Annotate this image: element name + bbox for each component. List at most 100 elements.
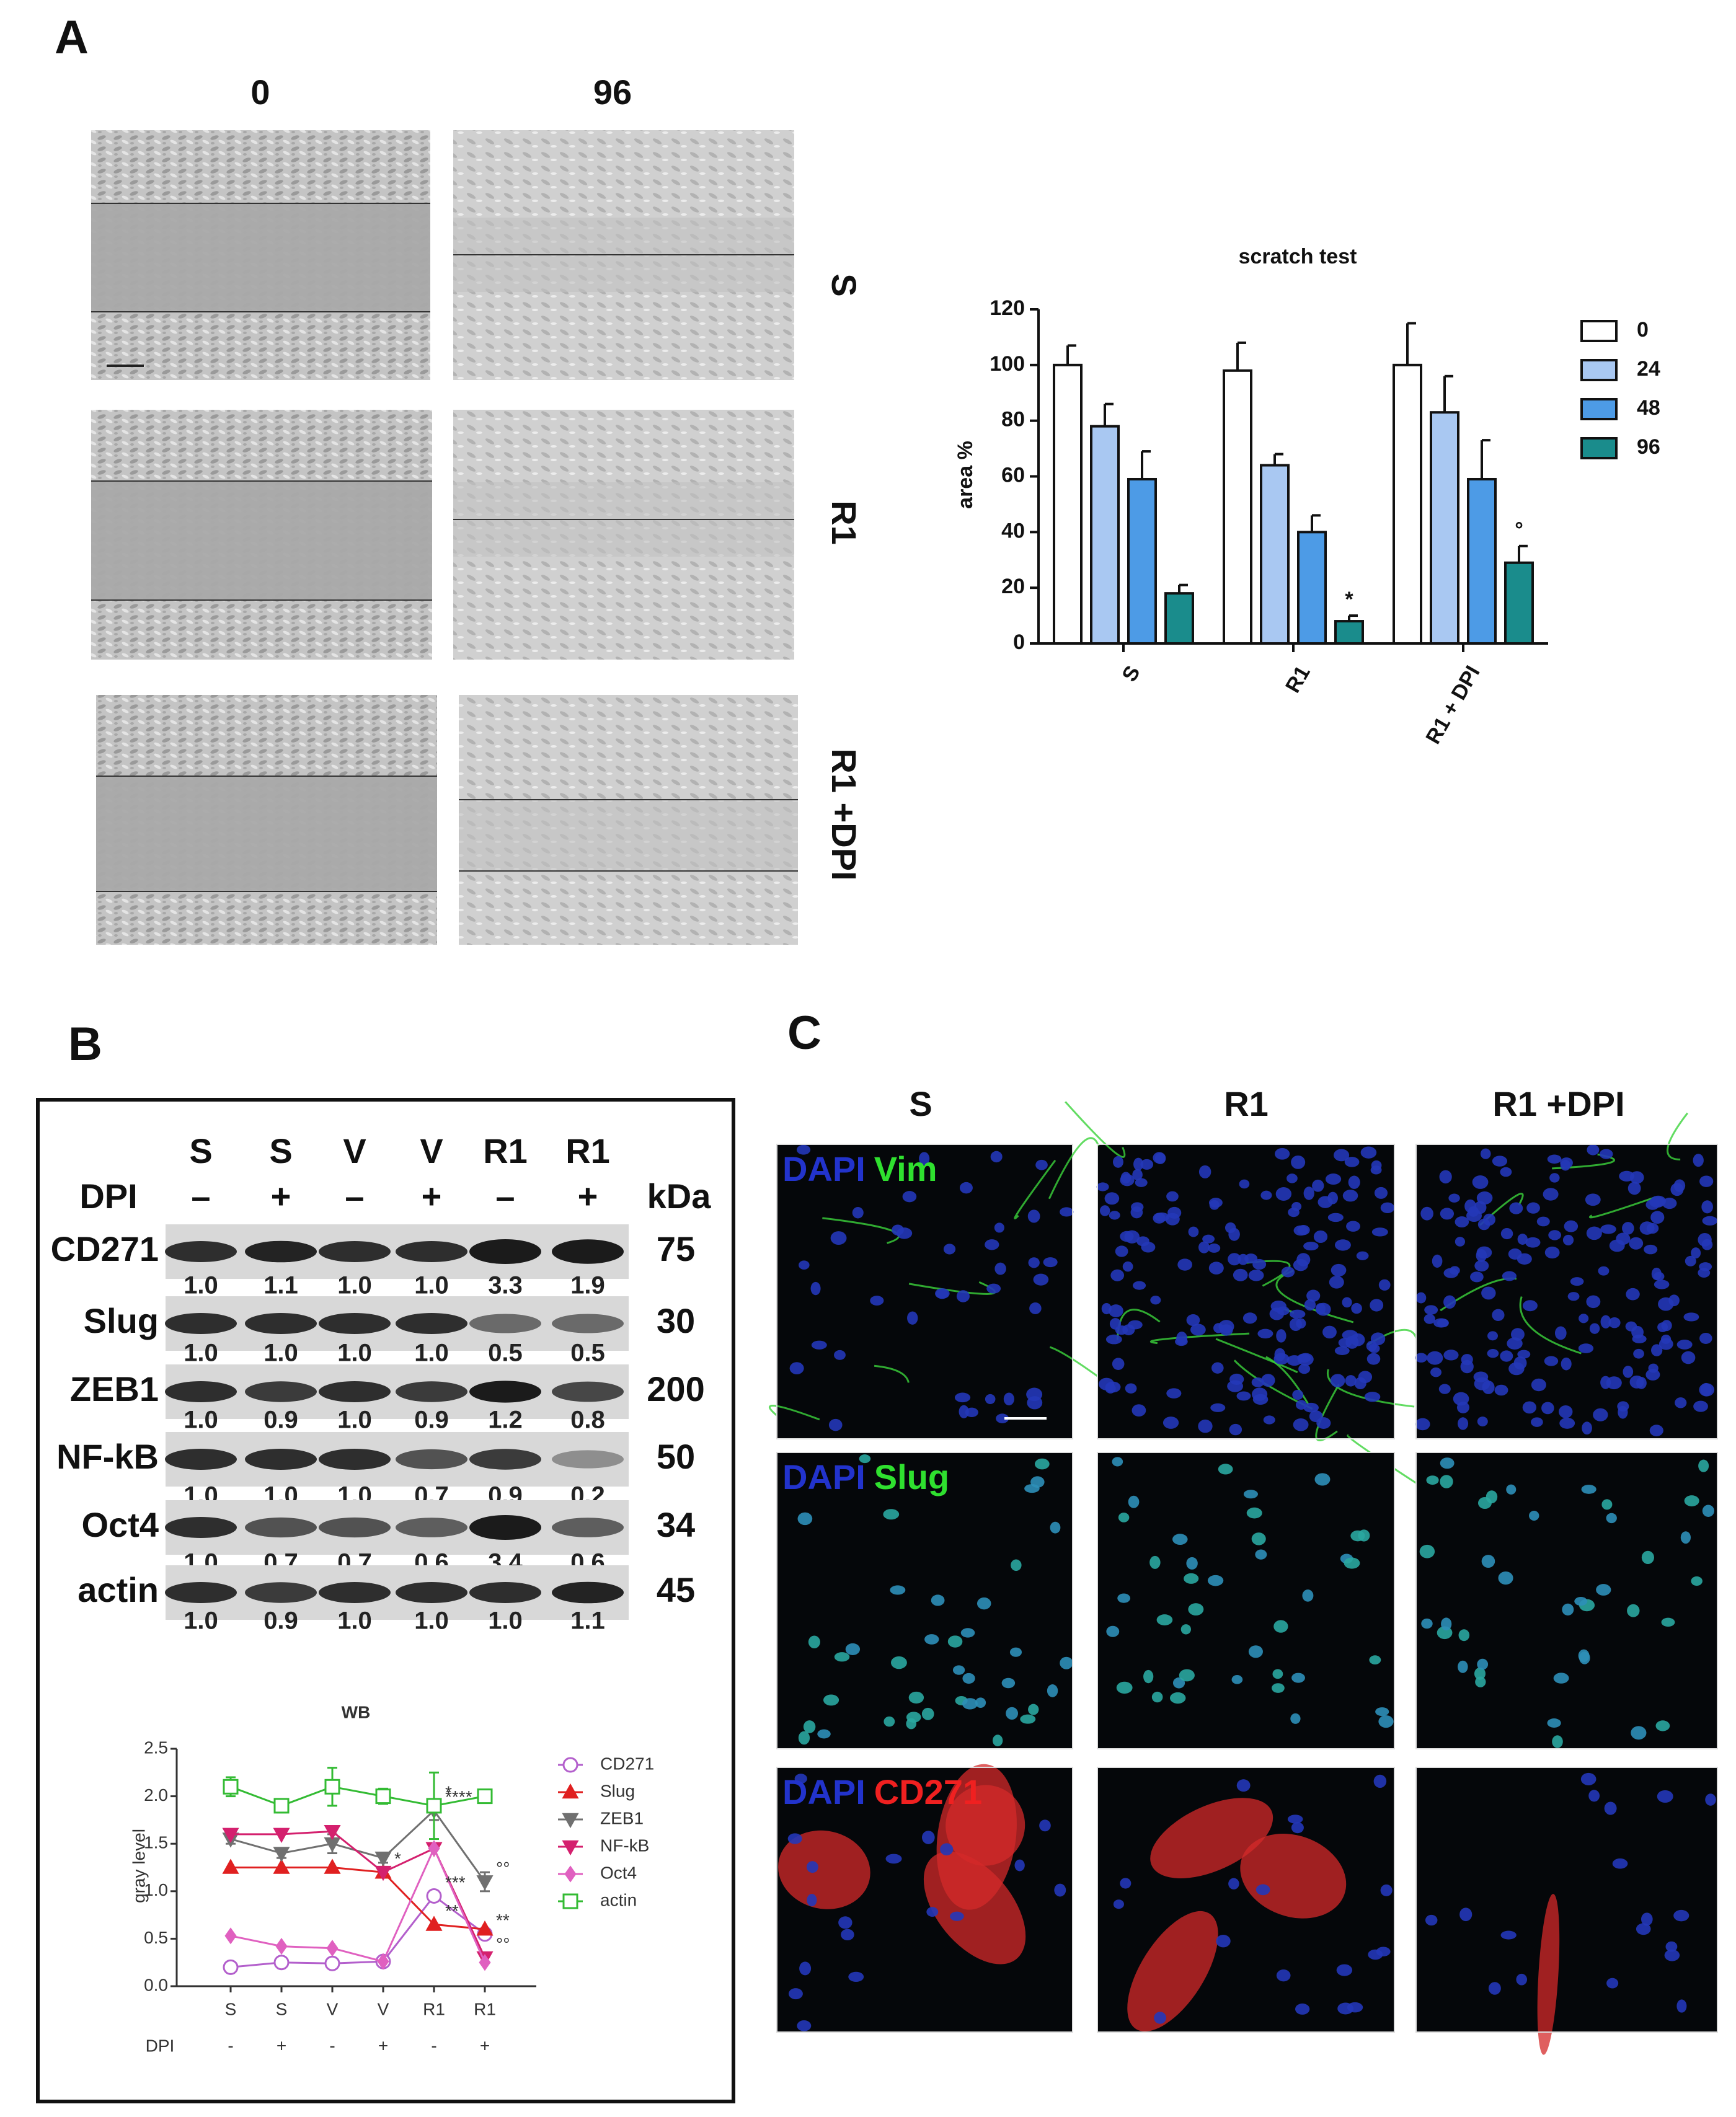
nucleus [1306,1289,1321,1302]
band [245,1449,317,1470]
nucleus [1304,1299,1316,1311]
nucleus [1475,1676,1486,1687]
nucleus [1651,1267,1662,1281]
dpi-sign: – [495,1177,515,1216]
bar [1297,531,1327,645]
filament [1014,1159,1056,1219]
nucleus [1228,1878,1239,1889]
nucleus [1683,1312,1699,1322]
nucleus [1369,1655,1381,1665]
nucleus [1681,1351,1696,1364]
dpi-sign: + [578,1177,598,1216]
band [319,1313,391,1334]
nucleus [1547,1718,1561,1728]
nucleus [1109,1211,1120,1220]
band-quantification: 1.1 [570,1607,605,1635]
nucleus [1120,1172,1132,1184]
chart-title: scratch test [1239,245,1357,268]
nucleus [1371,1227,1388,1237]
nucleus [1257,1328,1273,1339]
band [469,1515,541,1540]
nucleus [1186,1314,1200,1327]
nucleus [1033,1273,1049,1286]
nucleus [1252,1258,1267,1270]
nucleus [1448,1193,1460,1203]
nucleus [1459,1907,1472,1922]
nucleus [859,1454,871,1464]
nucleus [1673,1909,1690,1922]
filament [1326,1369,1415,1408]
nucleus [1276,1329,1286,1343]
nucleus [1356,1251,1369,1260]
point [222,1858,239,1874]
bar [1467,477,1497,645]
kda-value: 50 [657,1437,695,1476]
nucleus [1149,1555,1161,1569]
nucleus [1003,1392,1014,1406]
nucleus [1619,1170,1635,1182]
nucleus [1239,1179,1250,1189]
band-quantification: 1.0 [488,1607,523,1635]
point [273,1847,290,1862]
nucleus [1600,1376,1611,1389]
nucleus [1579,1314,1589,1324]
nucleus [1440,1475,1453,1488]
nucleus [1150,1296,1161,1305]
nucleus [1272,1669,1283,1679]
nucleus [1370,1165,1382,1175]
nucleus [902,1191,917,1203]
nucleus [789,1362,804,1375]
nucleus [1586,1295,1601,1309]
nucleus [1477,1658,1489,1670]
nucleus [992,1735,1003,1747]
nucleus [1580,1772,1596,1785]
nucleus [1035,1159,1048,1170]
nucleus [1415,1292,1427,1304]
image-border [1097,1144,1395,1439]
nucleus [1009,1647,1022,1657]
nucleus [834,1652,850,1662]
band [396,1582,467,1603]
nucleus [954,1392,971,1403]
y-tick-label: 20 [1001,575,1025,598]
y-tick-label: 1.0 [144,1880,168,1899]
counterstain: DAPI [782,1457,866,1496]
nucleus [959,1405,969,1418]
nucleus [1120,1231,1134,1242]
y-tick-label: 120 [990,296,1025,320]
protein-label: CD271 [51,1229,159,1268]
nucleus [1419,1544,1435,1558]
nucleus [1639,1221,1655,1235]
nucleus [1291,1155,1306,1169]
band [552,1314,624,1333]
nucleus [1166,1191,1179,1202]
nucleus [1612,1858,1628,1869]
nucleus [1184,1573,1199,1584]
nucleus [1128,1495,1140,1508]
nucleus [1112,1358,1125,1370]
scratch-image [91,130,430,380]
point [476,1875,494,1891]
wound-gap [459,800,798,871]
band [552,1381,624,1402]
nucleus [962,1673,975,1684]
nucleus [1198,1241,1210,1253]
nucleus [943,1244,956,1255]
stain-label: DAPI CD271 [782,1772,982,1811]
point [426,1798,442,1814]
legend-label: 96 [1637,435,1660,459]
band-quantification: 1.0 [414,1272,449,1299]
lane-label: R1 [483,1131,528,1170]
x-sub-label: + [480,2036,490,2055]
nucleus [1276,1969,1291,1982]
nucleus [1472,1175,1489,1189]
scratch-image [453,410,794,660]
nucleus [1487,1349,1499,1358]
nucleus [1631,1726,1647,1740]
nucleus [1661,1617,1675,1627]
nucleus [1281,1266,1295,1278]
nucleus [1026,1387,1043,1402]
nucleus [1298,1364,1311,1374]
nucleus [1649,1425,1663,1436]
nucleus [1286,1355,1302,1366]
